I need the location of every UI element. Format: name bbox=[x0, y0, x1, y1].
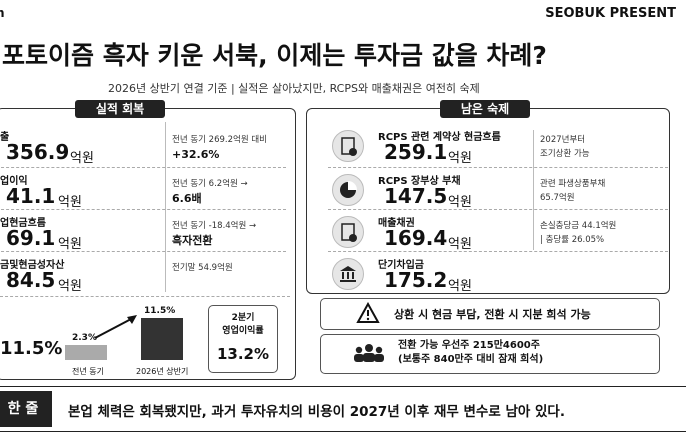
q2-box bbox=[208, 305, 278, 373]
row-note: 전년 동기 6.2억원 → bbox=[172, 179, 248, 189]
row-value: 259.1 bbox=[384, 140, 448, 164]
divider bbox=[533, 130, 534, 250]
row-note: +32.6% bbox=[172, 148, 220, 161]
rule bbox=[0, 386, 686, 387]
margin-value: 11.5% bbox=[0, 338, 63, 359]
row-label: 출 bbox=[0, 132, 10, 143]
q2-label-line: 영업이익률 bbox=[222, 326, 264, 336]
bar-value: 2.3% bbox=[72, 333, 97, 343]
row-label: 단기차입금 bbox=[378, 260, 424, 271]
dilution-line: (보통주 840만주 대비 잠재 희석) bbox=[398, 354, 544, 365]
subtitle: 2026년 상반기 연결 기준 | 실적은 살아났지만, RCPS와 매출채권은… bbox=[108, 82, 480, 95]
divider bbox=[0, 167, 286, 168]
rule bbox=[0, 431, 686, 432]
divider bbox=[0, 251, 286, 252]
row-label: 매출채권 bbox=[378, 218, 415, 229]
warning-icon bbox=[356, 302, 380, 323]
row-value: 41.1 bbox=[6, 184, 56, 208]
row-value: 84.5 bbox=[6, 268, 56, 292]
row-note: 2027년부터 bbox=[540, 135, 586, 145]
row-unit: 억원 bbox=[70, 151, 94, 166]
row-unit: 억원 bbox=[448, 279, 472, 294]
row-unit: 억원 bbox=[58, 279, 82, 294]
arrowhead bbox=[127, 315, 137, 324]
summary-label: 한 줄 bbox=[0, 391, 52, 427]
divider bbox=[165, 122, 166, 292]
row-icon bbox=[332, 174, 364, 206]
summary-text: 본업 체력은 회복됐지만, 과거 투자유치의 비용이 2027년 이후 재무 변… bbox=[68, 404, 565, 420]
bar-label: 전년 동기 bbox=[72, 367, 104, 376]
row-icon bbox=[332, 216, 364, 248]
row-icon bbox=[332, 130, 364, 162]
q2-label-line: 2분기 bbox=[231, 313, 255, 323]
divider bbox=[0, 209, 286, 210]
brand: SEOBUK PRESENT bbox=[545, 6, 676, 21]
row-note: 전년 동기 -18.4억원 → bbox=[172, 221, 257, 231]
right-panel-title: 남은 숙제 bbox=[440, 100, 530, 118]
row-note: 65.7억원 bbox=[540, 193, 575, 203]
bar-label: 2026년 상반기 bbox=[136, 367, 189, 376]
row-value: 356.9 bbox=[6, 140, 70, 164]
row-label: RCPS 관련 계약상 현금흐름 bbox=[378, 132, 501, 143]
row-note: 전년 동기 269.2억원 대비 bbox=[172, 135, 268, 145]
bar bbox=[65, 345, 107, 360]
bar bbox=[141, 318, 183, 360]
row-note: 관련 파생상품부채 bbox=[540, 179, 606, 189]
row-value: 169.4 bbox=[384, 226, 448, 250]
left-panel-title: 실적 회복 bbox=[75, 100, 165, 118]
row-unit: 억원 bbox=[448, 237, 472, 252]
q2-value: 13.2% bbox=[216, 345, 270, 363]
dilution-box bbox=[320, 334, 660, 374]
bar-value: 11.5% bbox=[144, 306, 176, 316]
arrow bbox=[94, 317, 134, 339]
row-label: 업이익 bbox=[0, 176, 28, 187]
row-label: RCPS 장부상 부채 bbox=[378, 176, 461, 187]
row-label: 금및현금성자산 bbox=[0, 260, 65, 271]
divider bbox=[328, 209, 668, 210]
margin-bars bbox=[65, 315, 183, 360]
divider bbox=[328, 251, 668, 252]
row-icon bbox=[332, 258, 364, 290]
row-unit: 억원 bbox=[58, 195, 82, 210]
row-value: 175.2 bbox=[384, 268, 448, 292]
row-value: 147.5 bbox=[384, 184, 448, 208]
dilution-text: 전환 가능 우선주 215만4600주 (보통주 840만주 대비 잠재 희석) bbox=[398, 339, 543, 367]
divider bbox=[0, 296, 290, 297]
title: 포토이즘 흑자 키운 서북, 이제는 투자금 값을 차례? bbox=[2, 41, 547, 70]
row-unit: 억원 bbox=[448, 195, 472, 210]
row-label: 업현금흐름 bbox=[0, 218, 46, 229]
row-unit: 억원 bbox=[448, 151, 472, 166]
row-note: 조기상환 가능 bbox=[540, 149, 590, 159]
warning-text: 상환 시 현금 부담, 전환 시 지분 희석 가능 bbox=[394, 308, 591, 321]
divider bbox=[328, 167, 668, 168]
row-note: 6.6배 bbox=[172, 192, 202, 205]
row-unit: 억원 bbox=[58, 237, 82, 252]
row-value: 69.1 bbox=[6, 226, 56, 250]
brand-fragment: n bbox=[0, 6, 5, 20]
dilution-line: 전환 가능 우선주 215만4600주 bbox=[398, 340, 540, 351]
row-note: 전기말 54.9억원 bbox=[172, 263, 233, 273]
people-icon bbox=[354, 344, 384, 362]
warning-box bbox=[320, 298, 660, 330]
row-note: | 충당률 26.05% bbox=[540, 235, 605, 245]
row-note: 흑자전환 bbox=[172, 234, 213, 247]
row-note: 손실충당금 44.1억원 bbox=[540, 221, 617, 231]
